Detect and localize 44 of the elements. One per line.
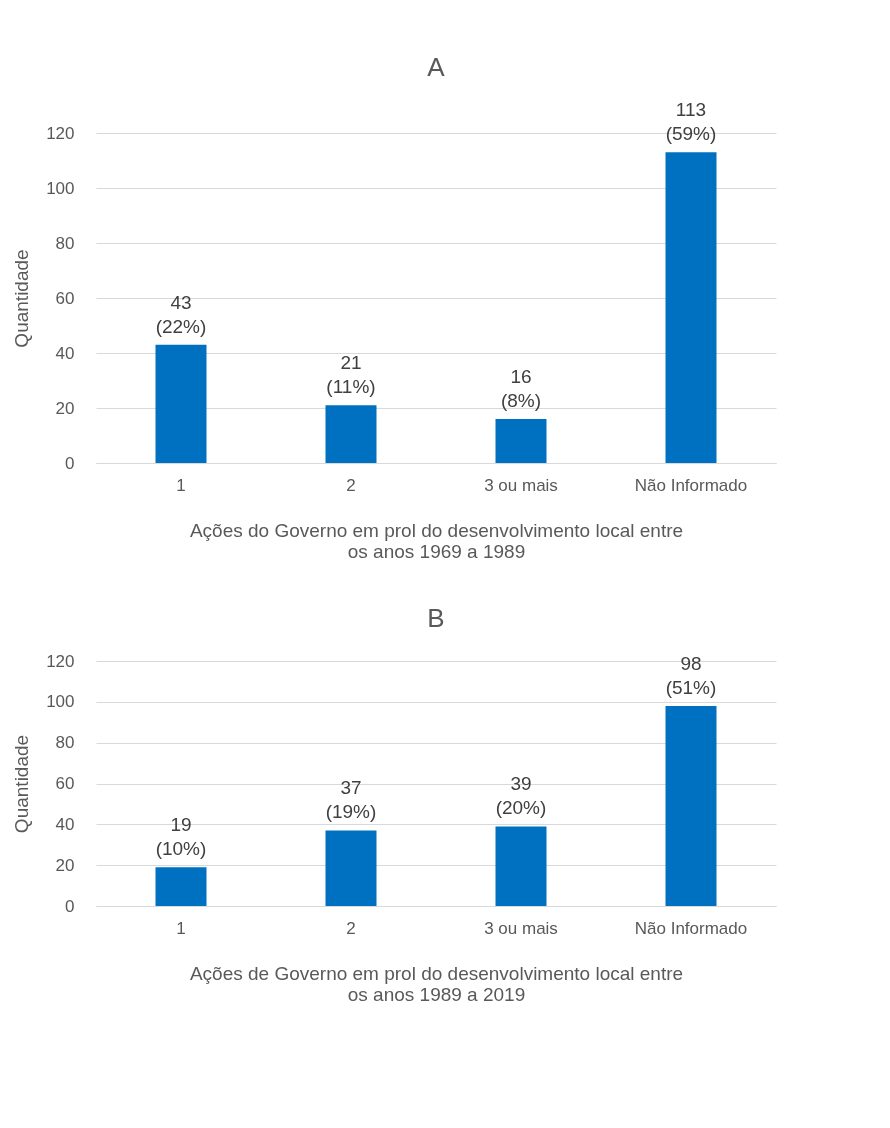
x-tick-label: 2 bbox=[346, 475, 356, 495]
y-tick-label: 40 bbox=[55, 814, 75, 834]
data-label: 16 (8%) bbox=[500, 366, 542, 411]
chart-title: A bbox=[427, 52, 446, 83]
x-tick-label: 1 bbox=[176, 918, 186, 938]
y-tick-label: 100 bbox=[46, 178, 75, 198]
x-tick-label: Não Informado bbox=[634, 475, 748, 495]
y-tick-label: 80 bbox=[55, 733, 75, 753]
data-label: 21 (11%) bbox=[326, 352, 376, 398]
y-tick-label: 100 bbox=[46, 692, 75, 712]
y-axis-title: Quantidade bbox=[11, 734, 33, 834]
data-label: 113 (59%) bbox=[665, 99, 717, 145]
bar bbox=[665, 152, 717, 463]
x-tick-label: 3 ou mais bbox=[484, 475, 558, 495]
bar bbox=[155, 867, 207, 906]
data-label: 43 (22%) bbox=[155, 291, 207, 337]
y-tick-label: 20 bbox=[55, 855, 75, 875]
x-tick-label: Não Informado bbox=[634, 918, 748, 938]
x-axis-title: Ações do Governo em prol do desenvolvimento local entre os anos 1969 a 1989 bbox=[189, 519, 684, 562]
x-axis-title: Ações de Governo em prol do desenvolvimento local entre os anos 1989 a 2019 bbox=[189, 962, 684, 1005]
y-tick-label: 60 bbox=[55, 288, 75, 308]
x-tick-label: 3 ou mais bbox=[484, 918, 558, 938]
y-tick-label: 20 bbox=[55, 398, 75, 418]
data-label: 98 (51%) bbox=[665, 652, 717, 698]
data-label: 19 (10%) bbox=[155, 814, 207, 860]
bar bbox=[665, 705, 717, 906]
bar bbox=[325, 405, 377, 463]
y-tick-label: 40 bbox=[55, 343, 75, 363]
bar bbox=[325, 830, 377, 906]
y-tick-label: 60 bbox=[55, 774, 75, 793]
bar bbox=[495, 826, 547, 906]
x-tick-label: 2 bbox=[346, 918, 356, 938]
y-tick-label: 0 bbox=[65, 896, 75, 916]
y-tick-label: 120 bbox=[46, 123, 75, 143]
x-tick-label: 1 bbox=[176, 475, 186, 495]
data-label: 37 (19%) bbox=[325, 777, 377, 823]
bar bbox=[155, 344, 207, 463]
chart-title: B bbox=[427, 603, 445, 633]
y-tick-label: 0 bbox=[65, 453, 75, 473]
y-tick-label: 80 bbox=[55, 233, 75, 253]
data-label: 39 (20%) bbox=[495, 773, 547, 819]
y-tick-label: 120 bbox=[46, 651, 75, 671]
bar bbox=[495, 419, 547, 463]
y-axis-title: Quantidade bbox=[11, 249, 33, 348]
